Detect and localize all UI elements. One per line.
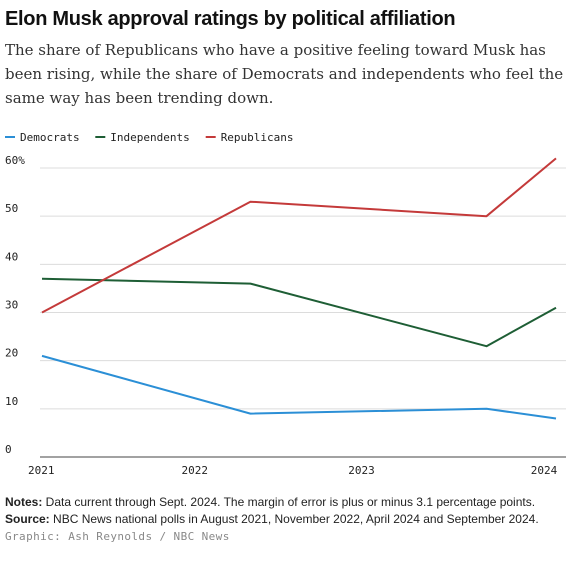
y-tick-label: 10 xyxy=(5,395,18,408)
chart-subtitle: The share of Republicans who have a posi… xyxy=(5,41,564,107)
y-tick-label: 60% xyxy=(5,154,25,167)
y-tick-label: 50 xyxy=(5,202,18,215)
gridlines xyxy=(40,167,566,458)
notes-label: Notes: xyxy=(5,495,43,509)
x-axis-ticks: 2021 2022 2023 2024 xyxy=(28,464,558,477)
legend-item-democrats: Democrats xyxy=(20,131,80,144)
series-line-independents xyxy=(41,277,557,348)
credit-line: Graphic: Ash Reynolds / NBC News xyxy=(5,530,230,543)
series-lines xyxy=(41,157,557,420)
chart-footer: Notes: Data current through Sept. 2024. … xyxy=(5,494,539,545)
y-axis-ticks: 60% 50 40 30 20 10 0 xyxy=(5,154,25,456)
source-text: NBC News national polls in August 2021, … xyxy=(49,512,539,526)
notes-line: Notes: Data current through Sept. 2024. … xyxy=(5,494,539,511)
x-tick-label: 2021 xyxy=(28,464,55,477)
y-tick-label: 30 xyxy=(5,299,18,312)
series-line-democrats xyxy=(41,354,557,420)
source-label: Source: xyxy=(5,512,50,526)
legend: Democrats Independents Republicans xyxy=(5,131,294,144)
legend-item-independents: Independents xyxy=(110,131,189,144)
y-tick-label: 40 xyxy=(5,250,18,263)
chart-title: Elon Musk approval ratings by political … xyxy=(5,8,456,30)
series-line-republicans xyxy=(41,157,557,314)
legend-item-republicans: Republicans xyxy=(221,131,294,144)
x-tick-label: 2023 xyxy=(348,464,375,477)
notes-text: Data current through Sept. 2024. The mar… xyxy=(42,495,536,509)
x-tick-label: 2024 xyxy=(531,464,558,477)
source-line: Source: NBC News national polls in Augus… xyxy=(5,511,539,528)
x-tick-label: 2022 xyxy=(182,464,209,477)
y-tick-label: 0 xyxy=(5,443,12,456)
y-tick-label: 20 xyxy=(5,347,18,360)
